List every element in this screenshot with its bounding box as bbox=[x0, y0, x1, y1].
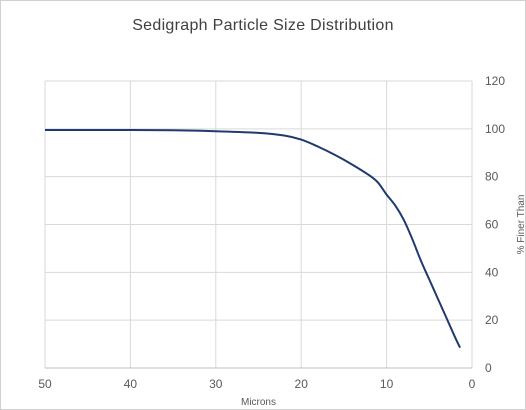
x-axis-label: Microns bbox=[241, 397, 276, 408]
x-tick-label: 20 bbox=[295, 377, 309, 391]
y-tick-label: 120 bbox=[485, 74, 505, 88]
grid-lines bbox=[44, 80, 473, 368]
y-tick-label: 80 bbox=[485, 170, 499, 184]
series-line-0 bbox=[45, 129, 461, 349]
y-tick-label: 0 bbox=[485, 361, 492, 375]
y-tick-label: 20 bbox=[485, 313, 499, 327]
x-tick-label: 40 bbox=[124, 377, 138, 391]
y-axis-label: % Finer Than bbox=[516, 195, 526, 255]
x-tick-label: 10 bbox=[380, 377, 394, 391]
series-group bbox=[45, 129, 461, 349]
chart-title: Sedigraph Particle Size Distribution bbox=[132, 17, 394, 34]
y-tick-label: 40 bbox=[485, 265, 499, 279]
x-tick-label: 0 bbox=[469, 377, 476, 391]
x-tick-labels: 50 40 30 20 10 0 bbox=[38, 377, 475, 391]
x-tick-label: 50 bbox=[38, 377, 52, 391]
x-tick-label: 30 bbox=[209, 377, 223, 391]
y-tick-label: 100 bbox=[485, 122, 505, 136]
y-tick-label: 60 bbox=[485, 218, 499, 232]
y-tick-labels: 0 20 40 60 80 100 120 bbox=[485, 74, 505, 375]
